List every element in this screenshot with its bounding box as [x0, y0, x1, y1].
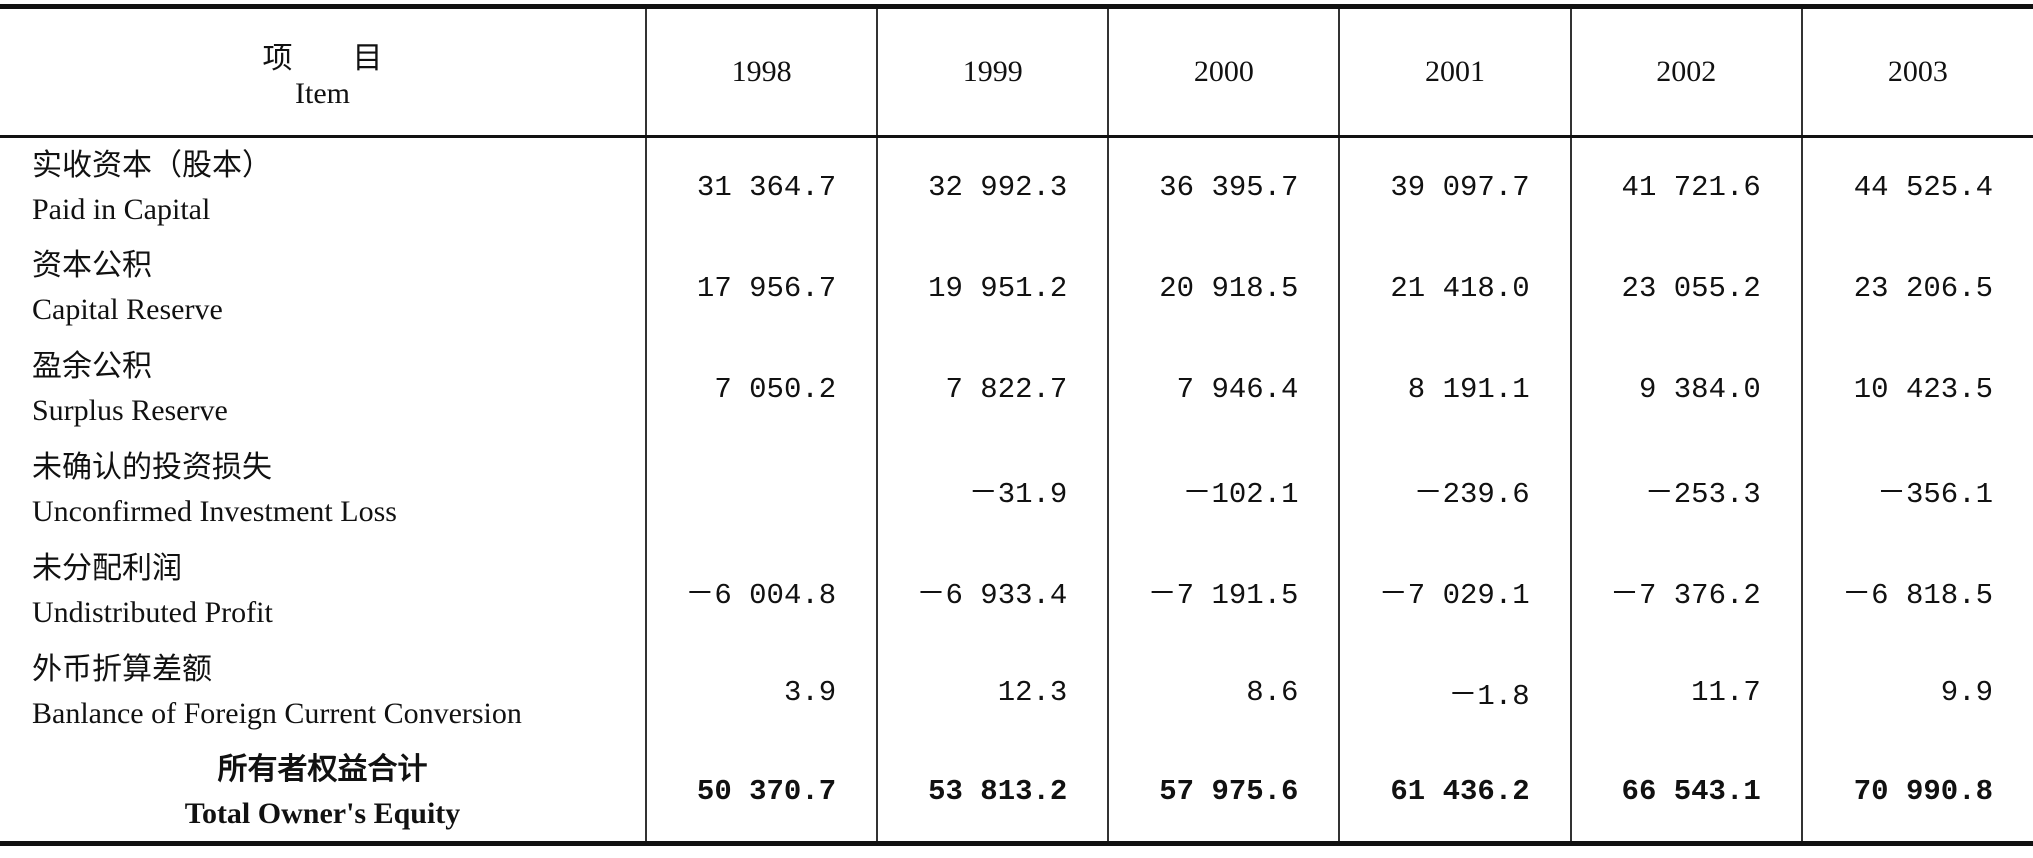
row-label: 盈余公积 Surplus Reserve: [0, 339, 646, 440]
value-cell: 41 721.6: [1569, 136, 1802, 238]
label-cn: 实收资本（股本）: [32, 148, 272, 182]
value-cell: 8.6: [1107, 641, 1340, 743]
year-header: 1999: [876, 4, 1109, 138]
label-cn: 资本公积: [32, 249, 152, 282]
value-cell: 57 975.6: [1107, 742, 1340, 846]
label-en: Banlance of Foreign Current Conversion: [32, 697, 522, 730]
label-en: Capital Reserve: [32, 293, 223, 326]
table-row: 外币折算差额 Banlance of Foreign Current Conver…: [0, 641, 2033, 743]
year-header: 2001: [1338, 4, 1571, 138]
value-cell: 44 525.4: [1800, 136, 2033, 238]
value-cell: 61 436.2: [1338, 742, 1571, 846]
value-cell: －31.9: [876, 439, 1109, 541]
row-label: 资本公积 Capital Reserve: [0, 238, 646, 339]
value-cell: －6 004.8: [644, 540, 878, 642]
row-label: 实收资本（股本） Paid in Capital: [0, 137, 646, 238]
value-cell: 3.9: [644, 641, 878, 743]
value-cell: 8 191.1: [1338, 338, 1571, 440]
row-label: 未确认的投资损失 Unconfirmed Investment Loss: [0, 440, 646, 541]
value-cell: 19 951.2: [876, 237, 1109, 339]
value-cell: －7 191.5: [1107, 540, 1340, 642]
value-cell: －7 376.2: [1569, 540, 1802, 642]
table-row: 盈余公积 Surplus Reserve 7 050.2 7 822.7 7 946.4…: [0, 338, 2033, 440]
table-row: 未确认的投资损失 Unconfirmed Investment Loss －31.9…: [0, 439, 2033, 541]
row-label: 所有者权益合计 Total Owner's Equity: [0, 742, 646, 846]
value-cell: －6 933.4: [876, 540, 1109, 642]
value-cell: 7 050.2: [644, 338, 878, 440]
label-cn: 外币折算差额: [32, 653, 212, 686]
value-cell: 50 370.7: [644, 742, 878, 846]
value-cell: －102.1: [1107, 439, 1340, 541]
label-cn: 未确认的投资损失: [32, 451, 272, 484]
value-cell: 20 918.5: [1107, 237, 1340, 339]
label-en: Total Owner's Equity: [184, 796, 461, 830]
item-header: 项 目 Item: [0, 4, 646, 138]
row-label: 外币折算差额 Banlance of Foreign Current Conver…: [0, 642, 646, 743]
value-cell: 70 990.8: [1800, 742, 2033, 846]
value-cell: －239.6: [1338, 439, 1571, 541]
table-row: 实收资本（股本） Paid in Capital 31 364.7 32 992.3 3…: [0, 136, 2033, 238]
label-en: Undistributed Profit: [32, 596, 273, 629]
value-cell: 9.9: [1800, 641, 2033, 743]
value-cell: [644, 439, 878, 541]
value-cell: 17 956.7: [644, 237, 878, 339]
year-header: 1998: [644, 4, 878, 138]
value-cell: 66 543.1: [1569, 742, 1802, 846]
label-cn: 所有者权益合计: [217, 752, 428, 786]
value-cell: 31 364.7: [644, 136, 878, 238]
label-en: Paid in Capital: [32, 192, 211, 226]
value-cell: 11.7: [1569, 641, 1802, 743]
table-body: 实收资本（股本） Paid in Capital 31 364.7 32 992.3 3…: [0, 136, 2033, 846]
item-cn: 项 目: [262, 42, 383, 75]
value-cell: 36 395.7: [1107, 136, 1340, 238]
value-cell: 53 813.2: [876, 742, 1109, 846]
year-header: 2003: [1800, 4, 2033, 138]
value-cell: －7 029.1: [1338, 540, 1571, 642]
row-label: 未分配利润 Undistributed Profit: [0, 541, 646, 642]
value-cell: －356.1: [1800, 439, 2033, 541]
year-header: 2002: [1569, 4, 1802, 138]
value-cell: 7 946.4: [1107, 338, 1340, 440]
table-row: 所有者权益合计 Total Owner's Equity 50 370.7 53 81…: [0, 742, 2033, 846]
value-cell: －1.8: [1338, 641, 1571, 743]
item-en: Item: [295, 77, 350, 110]
value-cell: 7 822.7: [876, 338, 1109, 440]
table-row: 资本公积 Capital Reserve 17 956.7 19 951.2 20 91…: [0, 237, 2033, 339]
equity-table: 项 目 Item 1998 1999 2000 2001 2002 2003 实收资本（股本…: [0, 4, 2033, 846]
value-cell: 12.3: [876, 641, 1109, 743]
value-cell: 23 055.2: [1569, 237, 1802, 339]
label-cn: 未分配利润: [32, 552, 182, 585]
value-cell: 39 097.7: [1338, 136, 1571, 238]
table-row: 未分配利润 Undistributed Profit －6 004.8 －6 933.…: [0, 540, 2033, 642]
label-en: Surplus Reserve: [32, 394, 228, 427]
label-en: Unconfirmed Investment Loss: [32, 495, 397, 528]
label-cn: 盈余公积: [32, 350, 152, 383]
value-cell: －6 818.5: [1800, 540, 2033, 642]
value-cell: 32 992.3: [876, 136, 1109, 238]
value-cell: 10 423.5: [1800, 338, 2033, 440]
value-cell: 9 384.0: [1569, 338, 1802, 440]
year-header: 2000: [1107, 4, 1340, 138]
header-row: 项 目 Item 1998 1999 2000 2001 2002 2003: [0, 4, 2033, 138]
value-cell: －253.3: [1569, 439, 1802, 541]
value-cell: 23 206.5: [1800, 237, 2033, 339]
value-cell: 21 418.0: [1338, 237, 1571, 339]
